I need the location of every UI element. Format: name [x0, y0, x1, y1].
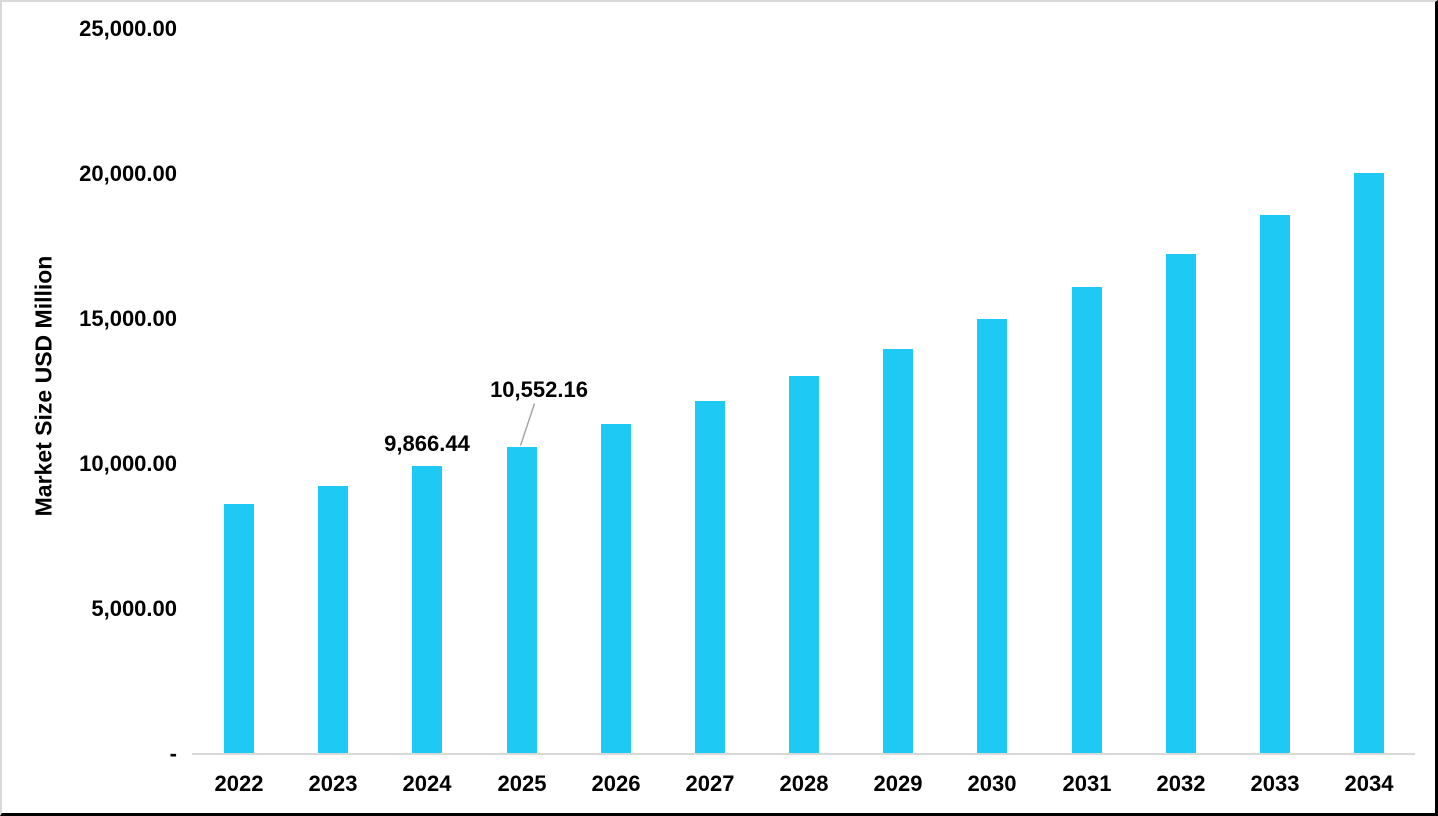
y-tick-label: - — [169, 741, 177, 766]
bar-2023 — [318, 486, 348, 753]
y-tick-label: 5,000.00 — [91, 596, 177, 621]
bar-2028 — [789, 376, 819, 753]
y-axis-title: Market Size USD Million — [30, 255, 57, 517]
x-tick-label-2030: 2030 — [967, 771, 1017, 796]
x-tick-label-2024: 2024 — [402, 771, 452, 796]
bar-2029 — [883, 349, 913, 753]
x-tick-label-2033: 2033 — [1250, 771, 1300, 796]
bar-2033 — [1260, 215, 1290, 753]
bar-2025 — [507, 447, 537, 753]
x-axis-line — [192, 753, 1415, 755]
x-tick-label-2026: 2026 — [591, 771, 641, 796]
x-tick-label-2023: 2023 — [308, 771, 358, 796]
x-tick-label-2028: 2028 — [779, 771, 829, 796]
bar-2022 — [224, 504, 254, 753]
x-tick-label-2029: 2029 — [873, 771, 923, 796]
y-tick-label: 25,000.00 — [79, 16, 177, 41]
x-tick-label-2031: 2031 — [1062, 771, 1112, 796]
x-tick-label-2025: 2025 — [497, 771, 547, 796]
x-tick-label-2022: 2022 — [214, 771, 264, 796]
data-label-2025: 10,552.16 — [490, 377, 588, 402]
x-tick-label-2027: 2027 — [685, 771, 735, 796]
y-tick-label: 10,000.00 — [79, 451, 177, 476]
y-tick-label: 20,000.00 — [79, 161, 177, 186]
x-tick-label-2032: 2032 — [1156, 771, 1206, 796]
bar-2031 — [1072, 287, 1102, 753]
bar-2034 — [1354, 173, 1384, 753]
bar-2027 — [695, 401, 725, 753]
bar-2030 — [977, 319, 1007, 753]
bar-2024 — [412, 466, 442, 753]
bar-2026 — [601, 424, 631, 753]
x-tick-label-2034: 2034 — [1344, 771, 1394, 796]
y-tick-label: 15,000.00 — [79, 306, 177, 331]
data-label-2024: 9,866.44 — [384, 431, 470, 456]
bar-2032 — [1166, 254, 1196, 753]
